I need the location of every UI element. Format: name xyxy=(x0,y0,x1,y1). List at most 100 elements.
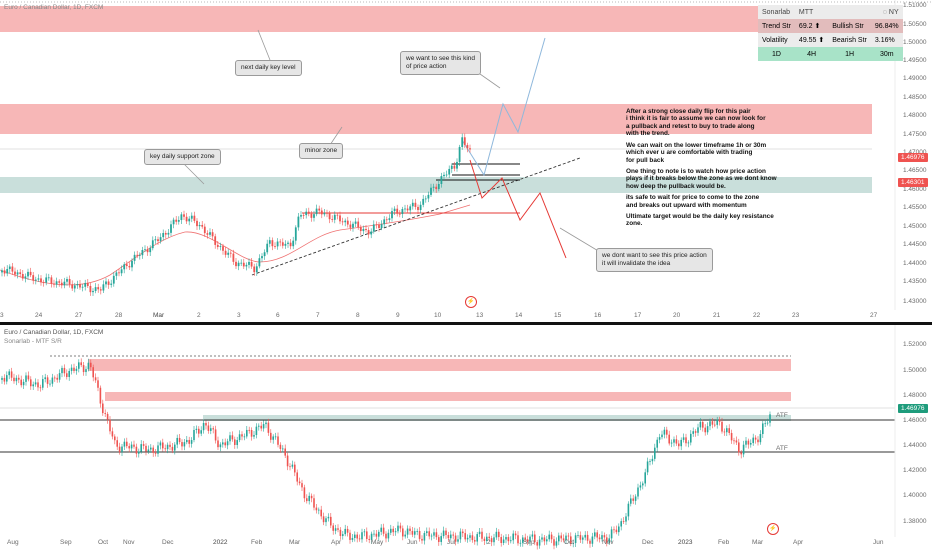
top-chart-pane[interactable]: Euro / Canadian Dollar, 1D, FXCM 1.51000… xyxy=(0,0,932,322)
candle-body xyxy=(34,382,37,385)
pane-divider[interactable] xyxy=(0,322,932,325)
time-tick: 2022 xyxy=(213,539,228,546)
candle-body xyxy=(615,529,618,533)
candle-body xyxy=(553,539,555,546)
candle-body xyxy=(253,266,256,273)
time-tick: Aug xyxy=(7,539,19,546)
candle-body xyxy=(27,271,29,277)
candle-body xyxy=(75,368,78,371)
candle-body xyxy=(186,439,188,443)
candle-body xyxy=(294,464,296,473)
candle-body xyxy=(426,531,428,534)
candle-body xyxy=(582,537,584,540)
candle-body xyxy=(226,441,229,446)
candle-body xyxy=(362,228,365,232)
candle-body xyxy=(302,215,305,216)
price-tick: 1.51000 xyxy=(903,2,927,9)
bottom-chart-canvas[interactable] xyxy=(0,325,932,550)
candle-body xyxy=(120,269,123,274)
candle-body xyxy=(373,533,375,535)
candle-body xyxy=(704,427,706,433)
note-next-daily-key-level[interactable]: next daily key level xyxy=(235,60,302,77)
candle-body xyxy=(32,384,34,387)
candle-body xyxy=(6,268,9,274)
candle-body xyxy=(125,264,128,267)
candle-body xyxy=(294,227,297,241)
candle-body xyxy=(306,498,308,502)
candle-body xyxy=(572,543,574,544)
candle-body xyxy=(307,211,310,214)
analysis-text: After a strong close daily flip for this… xyxy=(626,108,786,232)
candle-body xyxy=(656,439,658,448)
candle-body xyxy=(622,521,625,522)
time-tick: 9 xyxy=(396,312,400,319)
candle-body xyxy=(227,252,230,255)
candle-body xyxy=(109,419,111,432)
candle-body xyxy=(344,528,346,535)
candle-body xyxy=(29,271,32,276)
note-minor-zone[interactable]: minor zone xyxy=(299,143,344,160)
price-tick: 1.44000 xyxy=(903,260,927,267)
candle-body xyxy=(401,209,404,215)
candle-body xyxy=(529,536,531,542)
price-tick: 1.49000 xyxy=(903,75,927,82)
top-chart-canvas[interactable] xyxy=(0,0,932,322)
candle-body xyxy=(690,433,692,443)
candle-body xyxy=(752,437,754,444)
candle-body xyxy=(172,219,175,225)
timeframe-30m: 30m xyxy=(879,50,894,58)
candle-body xyxy=(276,241,279,247)
candle-body xyxy=(639,485,642,488)
candle-body xyxy=(325,518,327,523)
candle-body xyxy=(235,261,237,267)
candle-body xyxy=(151,240,154,249)
candle-body xyxy=(459,531,462,540)
candle-body xyxy=(104,413,106,414)
candle-body xyxy=(245,264,248,267)
candle-body xyxy=(328,213,331,220)
bottom-chart-pane[interactable]: Euro / Canadian Dollar, 1D, FXCM Sonarla… xyxy=(0,325,932,550)
time-tick: Oct xyxy=(564,539,575,546)
candle-body xyxy=(142,444,145,446)
candle-body xyxy=(190,440,193,444)
candle-body xyxy=(352,223,354,228)
candle-body xyxy=(754,437,757,440)
candle-body xyxy=(178,437,181,443)
candle-body xyxy=(361,532,363,540)
candle-body xyxy=(565,535,567,541)
note-want-to-see[interactable]: we want to see this kind of price action xyxy=(400,51,482,76)
candle-body xyxy=(123,441,126,447)
atf-label-1: ATF xyxy=(776,412,788,419)
price-tick: 1.42000 xyxy=(903,467,927,474)
candle-body xyxy=(394,531,397,533)
candle-body xyxy=(443,174,445,177)
time-tick: 14 xyxy=(515,312,523,319)
sonarlab-indicator-table: Sonarlab MTT ◌ NY Trend Str 69.2 ⬆ Bulli… xyxy=(758,5,903,61)
candle-body xyxy=(265,422,267,425)
price-tick: 1.40000 xyxy=(903,492,927,499)
candle-body xyxy=(55,281,58,285)
candle-body xyxy=(538,539,541,546)
time-tick: Mar xyxy=(289,539,301,546)
candle-body xyxy=(512,533,514,541)
price-tick: 1.44000 xyxy=(903,442,927,449)
note-dont-want-to-see[interactable]: we dont want to see this price action it… xyxy=(596,248,713,273)
candle-body xyxy=(303,487,306,499)
candle-body xyxy=(726,428,728,433)
candle-body xyxy=(598,537,601,540)
candle-body xyxy=(481,531,483,539)
candle-body xyxy=(210,428,212,431)
candle-body xyxy=(759,434,762,443)
candle-body xyxy=(152,447,154,453)
candle-body xyxy=(721,421,723,432)
candle-body xyxy=(363,531,366,533)
candle-body xyxy=(680,439,682,447)
note-key-daily-support-zone[interactable]: key daily support zone xyxy=(144,149,221,166)
candle-body xyxy=(327,516,330,519)
candle-body xyxy=(86,282,89,286)
candle-body xyxy=(393,208,396,212)
candle-body xyxy=(333,214,336,220)
candle-body xyxy=(411,202,414,207)
price-tick: 1.46500 xyxy=(903,167,927,174)
price-tick: 1.50000 xyxy=(903,39,927,46)
